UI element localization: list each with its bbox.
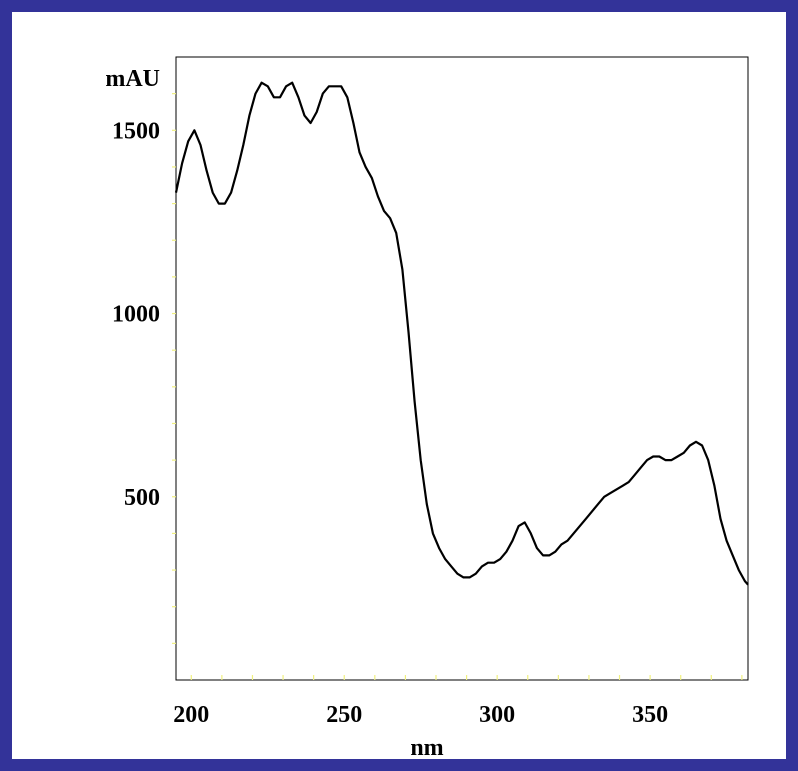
x-axis-title: nm	[410, 735, 443, 761]
y-tick-label: 1500	[112, 118, 160, 144]
y-tick-label: 500	[124, 485, 160, 511]
series-line	[174, 81, 749, 586]
x-tick-label: 200	[173, 702, 209, 728]
x-tick-label: 350	[632, 702, 668, 728]
minor-ticks	[172, 93, 743, 680]
y-tick-label: 1000	[112, 302, 160, 328]
tick-labels: 200 250 300 350 500 1000 1500	[112, 118, 668, 728]
y-axis-title: mAU	[105, 66, 160, 92]
plot-area	[175, 56, 749, 681]
x-tick-label: 300	[479, 702, 515, 728]
x-tick-label: 250	[326, 702, 362, 728]
